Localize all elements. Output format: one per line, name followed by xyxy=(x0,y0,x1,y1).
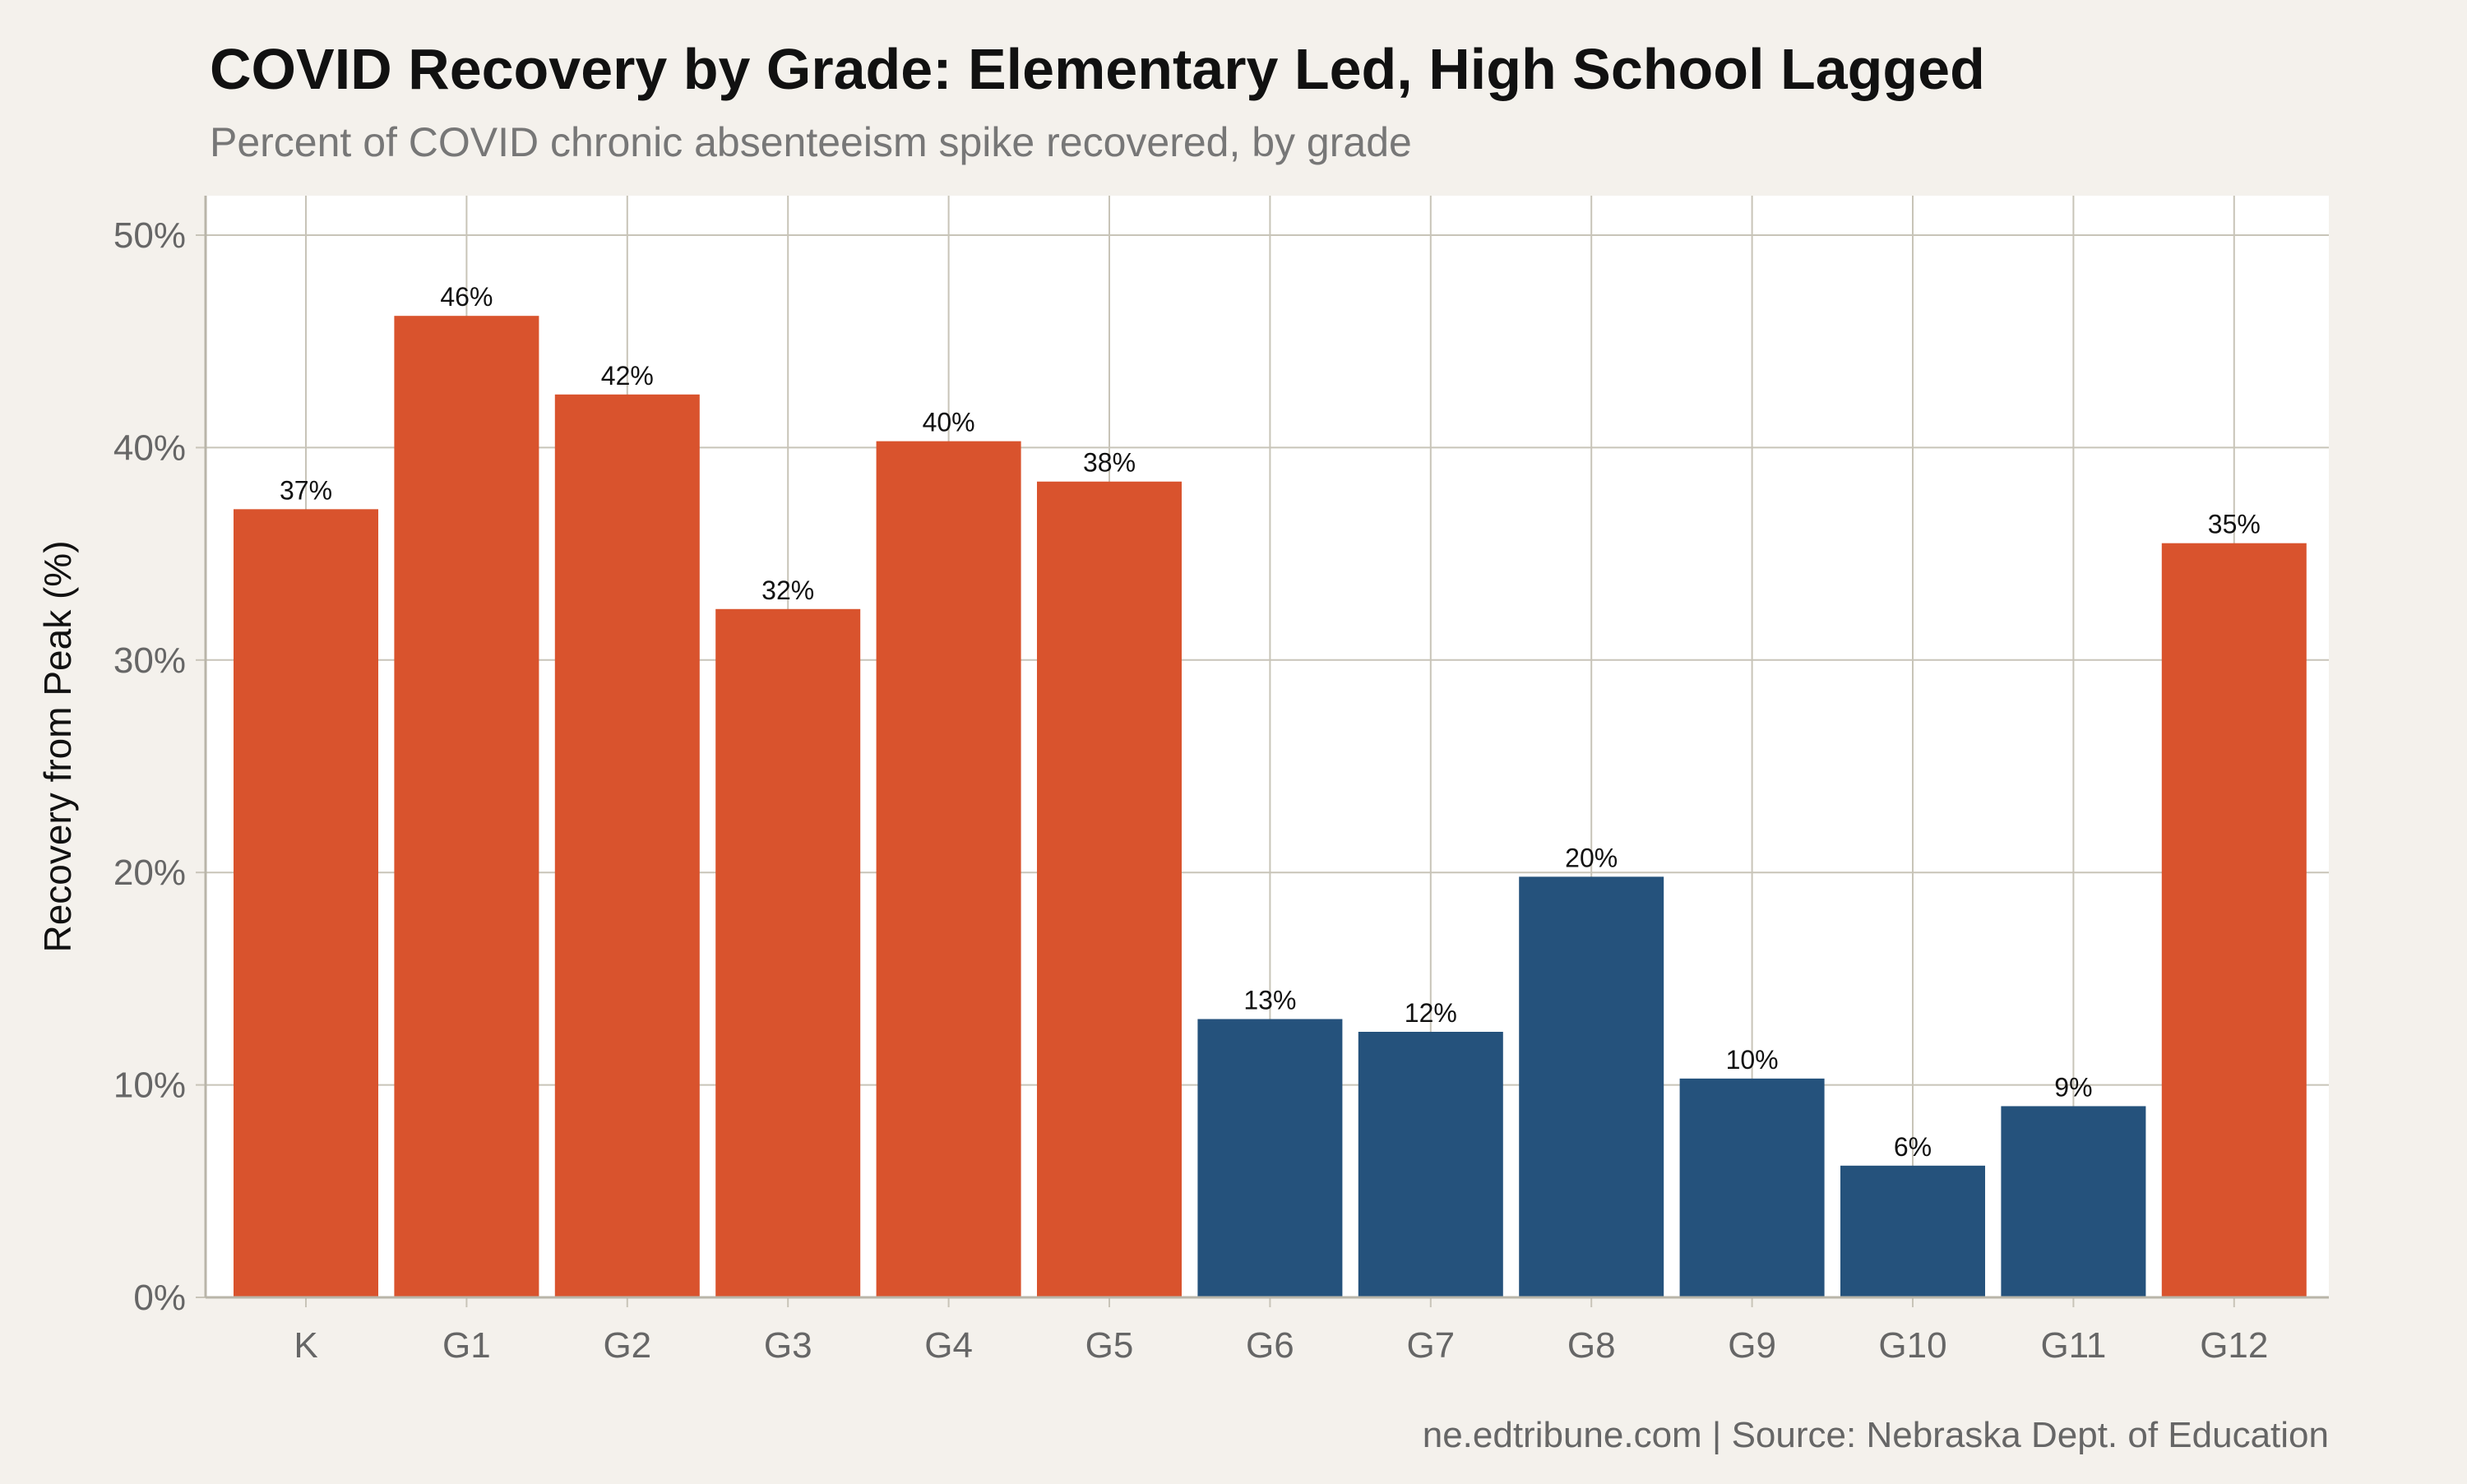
y-tick-label: 10% xyxy=(113,1066,186,1106)
data-label-g4: 40% xyxy=(923,408,975,437)
y-tick-label: 20% xyxy=(113,853,186,893)
x-tick-label: G11 xyxy=(2040,1325,2106,1366)
bar-g1 xyxy=(394,316,539,1297)
bar-k xyxy=(234,509,378,1297)
bar-g8 xyxy=(1519,876,1664,1297)
x-tick-label: K xyxy=(294,1325,317,1366)
data-label-g1: 46% xyxy=(440,282,493,312)
y-axis-title: Recovery from Peak (%) xyxy=(36,540,79,952)
source-caption: ne.edtribune.com | Source: Nebraska Dept… xyxy=(1423,1415,2329,1455)
data-label-g5: 38% xyxy=(1083,448,1136,478)
data-label-g11: 9% xyxy=(2054,1072,2092,1102)
x-tick-label: G7 xyxy=(1406,1325,1455,1366)
bars xyxy=(234,316,2307,1298)
x-axis-ticks: K G1 G2 G3 G4 G5 G6 G7 G8 G9 G10 G11 G12 xyxy=(294,1297,2268,1366)
data-label-g10: 6% xyxy=(1894,1132,1932,1162)
data-label-g12: 35% xyxy=(2208,510,2261,539)
y-tick-label: 30% xyxy=(113,640,186,681)
x-tick-label: G6 xyxy=(1246,1325,1294,1366)
bar-g9 xyxy=(1679,1078,1825,1297)
y-tick-label: 50% xyxy=(113,215,186,256)
bar-g7 xyxy=(1358,1032,1503,1297)
bar-g6 xyxy=(1197,1019,1343,1297)
data-label-g3: 32% xyxy=(761,576,814,605)
x-tick-label: G4 xyxy=(924,1325,973,1366)
x-tick-label: G3 xyxy=(764,1325,812,1366)
data-label-g7: 12% xyxy=(1405,998,1457,1028)
x-tick-label: G2 xyxy=(603,1325,651,1366)
x-tick-label: G12 xyxy=(2200,1325,2268,1366)
bar-g10 xyxy=(1840,1165,1985,1297)
bar-g11 xyxy=(2001,1106,2146,1297)
x-tick-label: G9 xyxy=(1728,1325,1776,1366)
data-labels: 37% 46% 42% 32% 40% 38% 13% 12% 20% 10% 6% 9% 35% xyxy=(280,282,2261,1162)
data-label-g8: 20% xyxy=(1565,843,1618,872)
x-tick-label: G1 xyxy=(442,1325,491,1366)
bar-g12 xyxy=(2161,543,2307,1297)
data-label-g9: 10% xyxy=(1726,1045,1779,1075)
data-label-g6: 13% xyxy=(1243,985,1296,1015)
y-tick-label: 40% xyxy=(113,428,186,468)
x-tick-label: G5 xyxy=(1085,1325,1134,1366)
x-tick-label: G8 xyxy=(1567,1325,1616,1366)
y-axis-ticks: 0% 10% 20% 30% 40% 50% xyxy=(113,215,206,1318)
data-label-g2: 42% xyxy=(601,361,654,391)
y-tick-label: 0% xyxy=(133,1278,186,1318)
chart-subtitle: Percent of COVID chronic absenteeism spi… xyxy=(210,119,1412,165)
data-label-k: 37% xyxy=(280,475,332,505)
bar-g3 xyxy=(715,608,861,1297)
x-tick-label: G10 xyxy=(1878,1325,1946,1366)
bar-g4 xyxy=(876,441,1021,1298)
chart-title: COVID Recovery by Grade: Elementary Led,… xyxy=(210,37,1985,101)
bar-g2 xyxy=(554,394,700,1297)
bar-g5 xyxy=(1037,481,1182,1297)
